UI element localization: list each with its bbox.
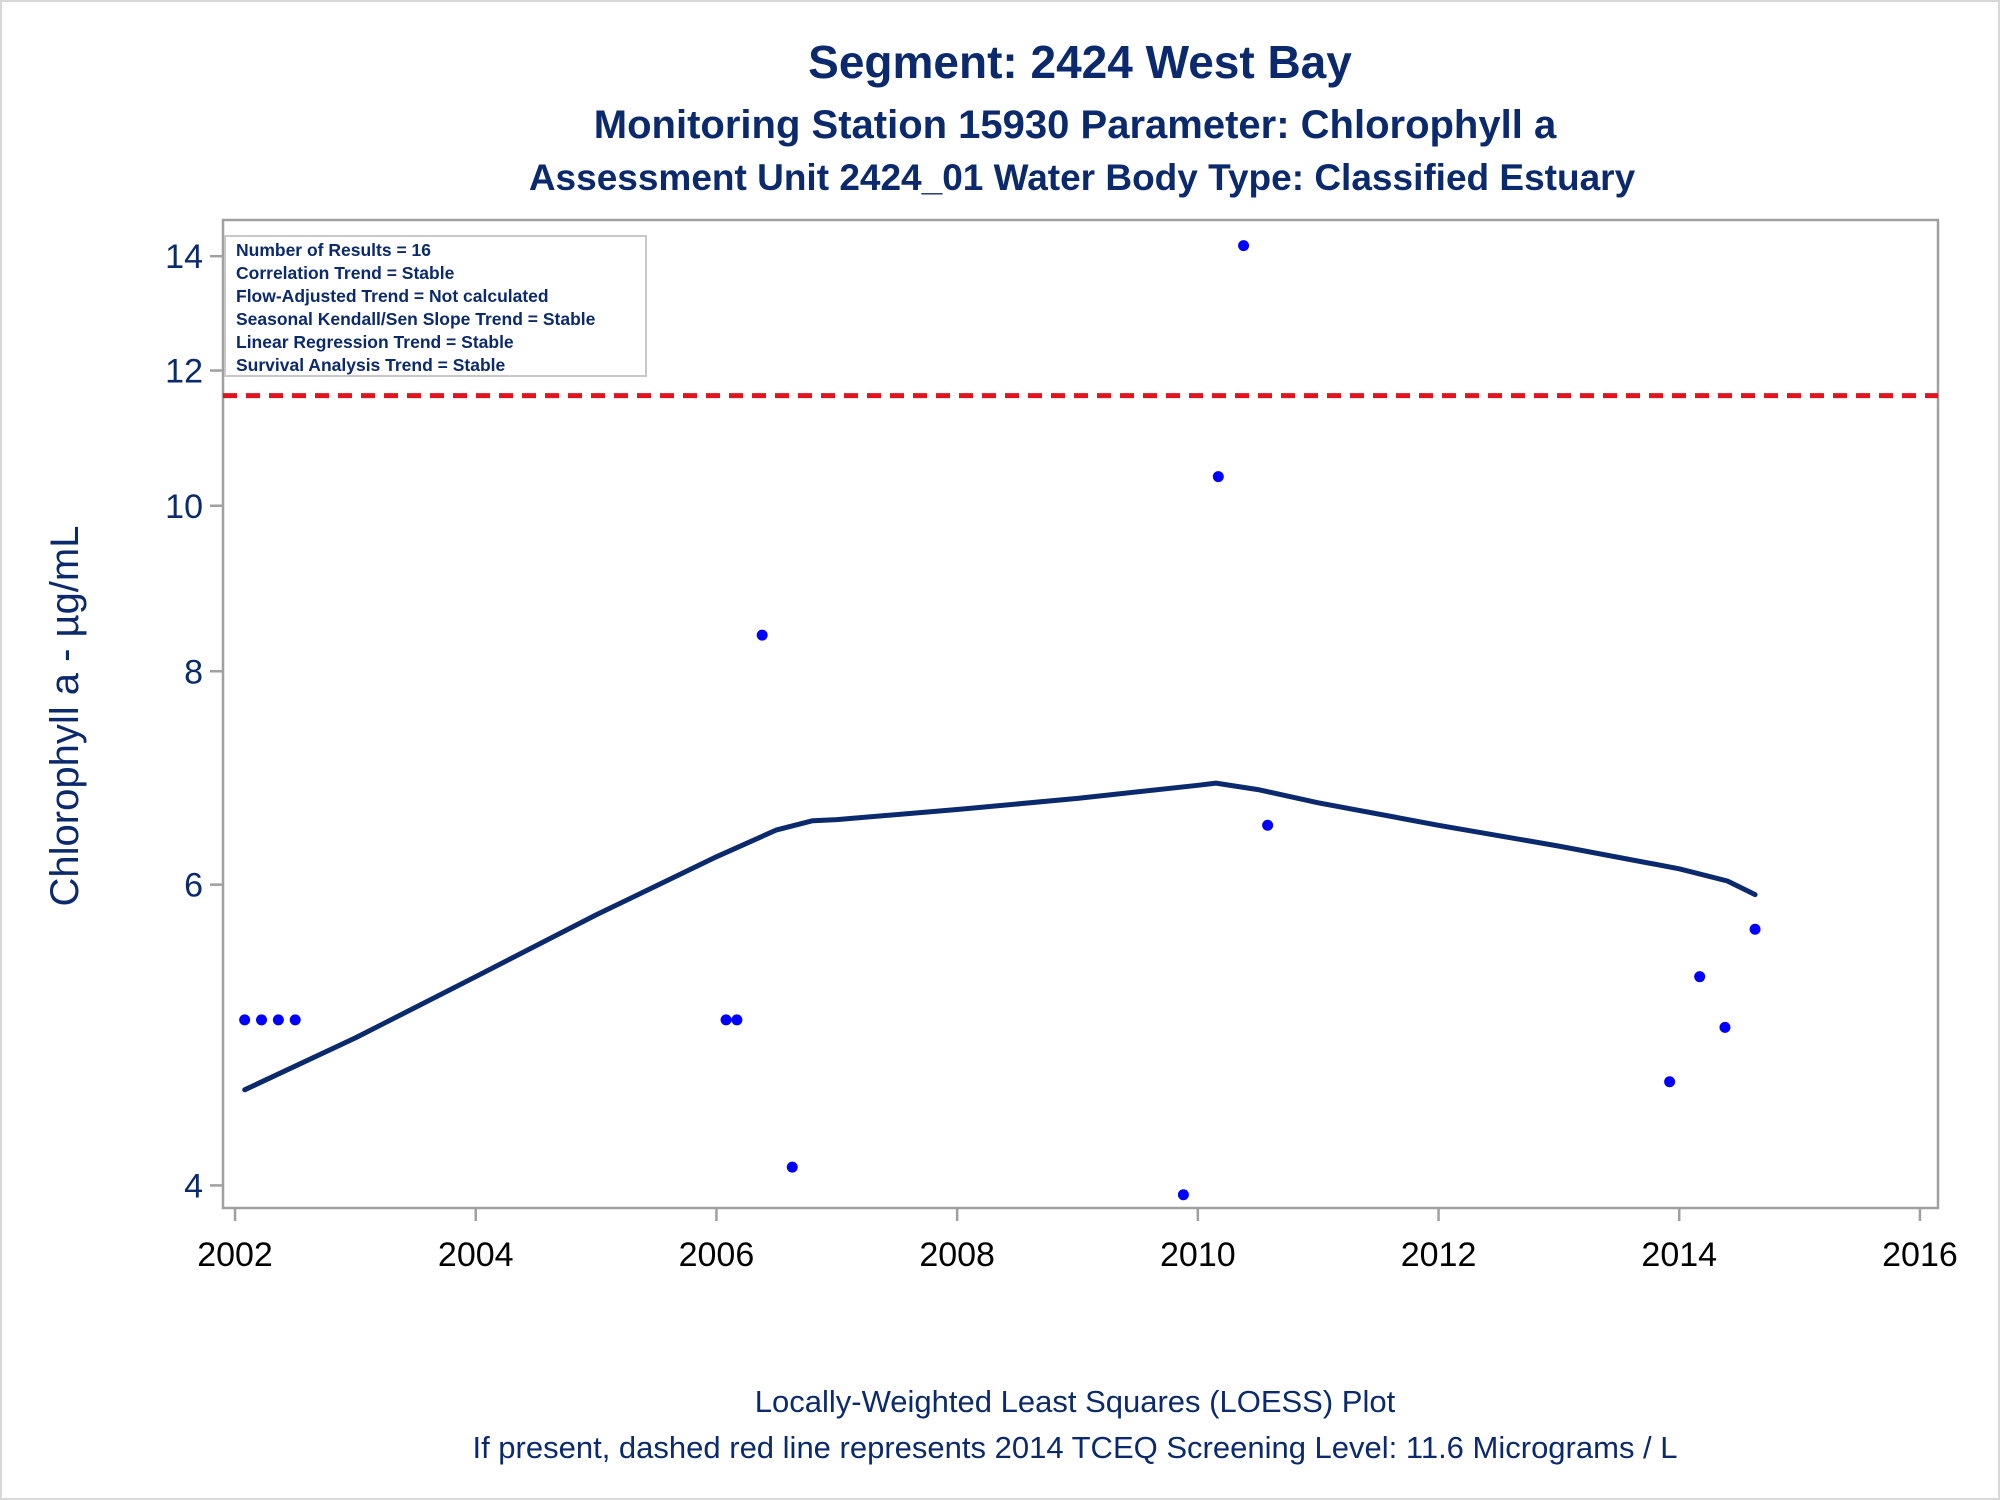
loess-line (242, 780, 1758, 1093)
y-tick-label: 6 (184, 867, 203, 905)
data-point (1212, 471, 1224, 483)
stats-line-correlation: Correlation Trend = Stable (236, 263, 455, 283)
x-tick-label: 2014 (1641, 1236, 1717, 1274)
data-point (289, 1014, 301, 1026)
data-point (786, 1161, 798, 1173)
y-axis: 4 6 8 10 12 14 (165, 238, 223, 1205)
y-tick-label: 12 (165, 353, 203, 391)
x-tick-label: 2008 (919, 1236, 995, 1274)
stats-line-seasonal-kendall: Seasonal Kendall/Sen Slope Trend = Stabl… (236, 309, 596, 329)
chart-subtitle-2: Assessment Unit 2424_01 Water Body Type:… (529, 157, 1636, 198)
stats-box: Number of Results = 16 Correlation Trend… (224, 235, 647, 377)
data-point (256, 1014, 268, 1026)
plot-area (221, 218, 1940, 1210)
stats-box-border (224, 235, 647, 377)
y-tick-label: 10 (165, 488, 203, 526)
footnote-screening: If present, dashed red line represents 2… (472, 1430, 1677, 1465)
data-point (1238, 240, 1250, 252)
x-tick-label: 2016 (1882, 1236, 1958, 1274)
y-tick-label: 14 (165, 238, 203, 276)
data-points (239, 240, 1761, 1201)
x-tick-label: 2002 (197, 1236, 273, 1274)
data-point (1664, 1076, 1676, 1088)
stats-line-results: Number of Results = 16 (236, 240, 431, 260)
data-point (272, 1014, 284, 1026)
stats-line-linear-regression: Linear Regression Trend = Stable (236, 332, 514, 352)
stats-line-survival: Survival Analysis Trend = Stable (236, 355, 506, 375)
data-point (756, 629, 768, 641)
data-point (1694, 971, 1706, 983)
data-point (1719, 1021, 1731, 1033)
x-tick-label: 2006 (679, 1236, 755, 1274)
chart-title: Segment: 2424 West Bay (808, 36, 1352, 88)
data-point (720, 1014, 732, 1026)
y-tick-label: 8 (184, 653, 203, 691)
chart-subtitle: Monitoring Station 15930 Parameter: Chlo… (594, 103, 1557, 147)
data-point (1749, 923, 1761, 935)
data-point (731, 1014, 743, 1026)
data-point (1177, 1189, 1189, 1201)
footnote-loess: Locally-Weighted Least Squares (LOESS) P… (755, 1384, 1396, 1419)
data-point (1262, 819, 1274, 831)
x-axis: 2002 2004 2006 2008 2010 2012 2014 2016 (197, 1208, 1958, 1274)
y-axis-label: Chlorophyll a - µg/mL (43, 526, 87, 907)
y-tick-label: 4 (184, 1167, 203, 1205)
data-point (239, 1014, 251, 1026)
stats-line-flow-adjusted: Flow-Adjusted Trend = Not calculated (236, 286, 549, 306)
x-tick-label: 2010 (1160, 1236, 1236, 1274)
x-tick-label: 2012 (1401, 1236, 1477, 1274)
x-tick-label: 2004 (438, 1236, 514, 1274)
